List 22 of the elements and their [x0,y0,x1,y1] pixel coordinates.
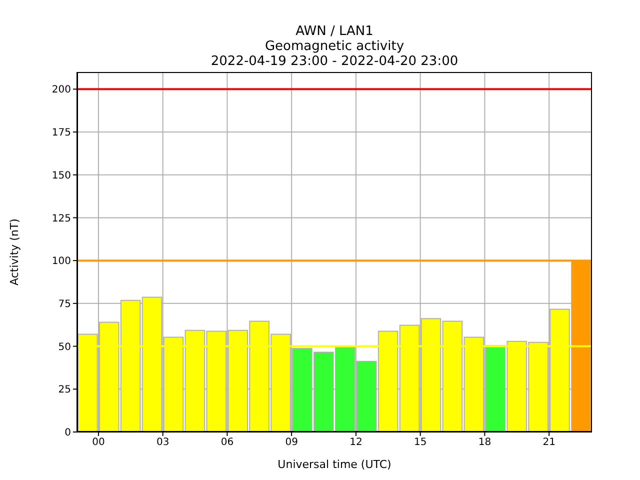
y-tick-label: 75 [58,298,71,310]
x-tick-label: 03 [156,437,170,448]
x-axis-title: Universal time (UTC) [278,458,392,471]
y-tick-label: 175 [52,128,71,139]
x-tick-label: 06 [220,437,234,448]
x-tick-label: 09 [285,437,298,448]
y-tick-label: 200 [52,84,71,96]
y-tick-label: 25 [58,384,71,396]
x-tick-label: 21 [542,437,556,448]
x-tick-label: 15 [414,437,427,448]
y-tick-label: 125 [52,213,71,224]
y-tick-label: 100 [52,256,71,268]
y-tick-label: 50 [58,342,71,353]
y-tick-label: 150 [52,170,71,182]
x-tick-label: 12 [350,437,362,448]
y-axis-title: Activity (nT) [8,218,21,286]
x-tick-label: 00 [92,437,105,448]
chart-title: AWN / LAN1 [294,24,374,39]
y-tick-label: 0 [64,428,71,439]
chart-subtitle: Geomagnetic activity [264,39,406,54]
x-tick-label: 18 [478,437,492,448]
text: 2022-04-19 23:00 - 2022-04-20 23:00 [210,54,460,69]
